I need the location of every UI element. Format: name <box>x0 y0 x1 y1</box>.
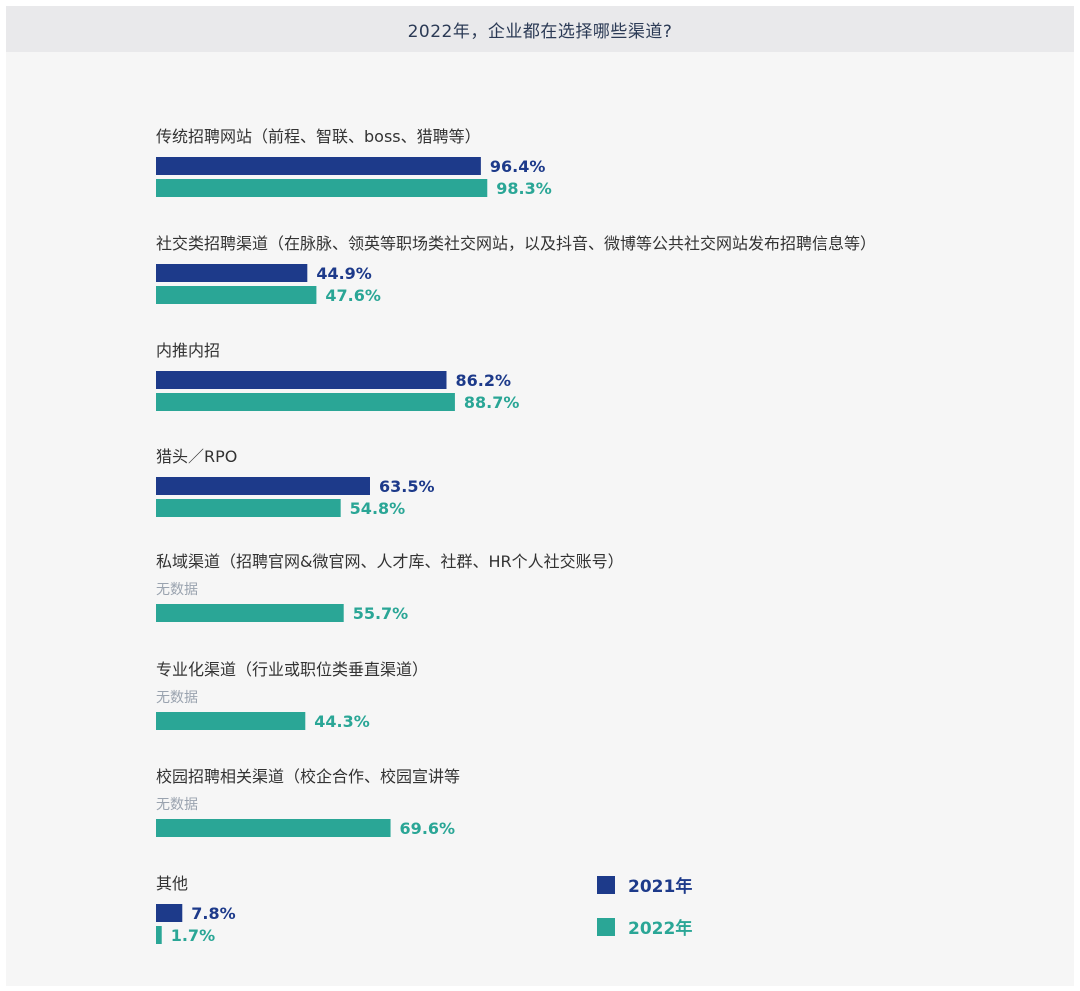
no-data-label: 无数据 <box>156 797 198 813</box>
legend-label-2022: 2022年 <box>628 918 692 939</box>
bar-2021 <box>156 477 370 495</box>
value-label-2021: 86.2% <box>455 371 511 390</box>
value-label-2022: 54.8% <box>350 499 406 518</box>
category-label: 猎头／RPO <box>156 447 237 466</box>
bar-2022 <box>156 179 488 197</box>
category-label: 专业化渠道（行业或职位类垂直渠道） <box>156 660 428 679</box>
value-label-2021: 7.8% <box>191 904 235 923</box>
bar-2021 <box>156 157 481 175</box>
no-data-label: 无数据 <box>156 690 198 706</box>
bar-2022 <box>156 604 344 622</box>
bar-2022 <box>156 819 391 837</box>
bar-2022 <box>156 926 162 944</box>
legend-swatch-2022 <box>597 918 615 936</box>
category-label: 校园招聘相关渠道（校企合作、校园宣讲等 <box>156 767 460 786</box>
category-label: 社交类招聘渠道（在脉脉、领英等职场类社交网站，以及抖音、微博等公共社交网站发布招… <box>156 234 876 253</box>
value-label-2022: 55.7% <box>353 604 409 623</box>
value-label-2022: 1.7% <box>171 926 215 945</box>
bar-2022 <box>156 499 341 517</box>
value-label-2021: 63.5% <box>379 477 435 496</box>
value-label-2021: 44.9% <box>316 264 372 283</box>
chart-title-bar: 2022年，企业都在选择哪些渠道? <box>6 6 1074 52</box>
category-label: 内推内招 <box>156 341 220 360</box>
category-label: 传统招聘网站（前程、智联、boss、猎聘等） <box>156 127 481 146</box>
bar-2022 <box>156 712 306 730</box>
value-label-2022: 88.7% <box>464 393 520 412</box>
bar-2022 <box>156 393 455 411</box>
category-label: 私域渠道（招聘官网&微官网、人才库、社群、HR个人社交账号） <box>156 552 624 571</box>
category-label: 其他 <box>156 874 188 893</box>
legend-swatch-2021 <box>597 876 615 894</box>
bar-2021 <box>156 904 183 922</box>
value-label-2022: 69.6% <box>400 819 456 838</box>
value-label-2021: 96.4% <box>490 157 546 176</box>
chart-title: 2022年，企业都在选择哪些渠道? <box>407 21 673 42</box>
bar-2021 <box>156 264 308 282</box>
value-label-2022: 47.6% <box>325 286 381 305</box>
bar-2021 <box>156 371 447 389</box>
value-label-2022: 98.3% <box>496 179 552 198</box>
legend-label-2021: 2021年 <box>628 876 692 897</box>
bar-2022 <box>156 286 317 304</box>
value-label-2022: 44.3% <box>314 712 370 731</box>
no-data-label: 无数据 <box>156 582 198 598</box>
